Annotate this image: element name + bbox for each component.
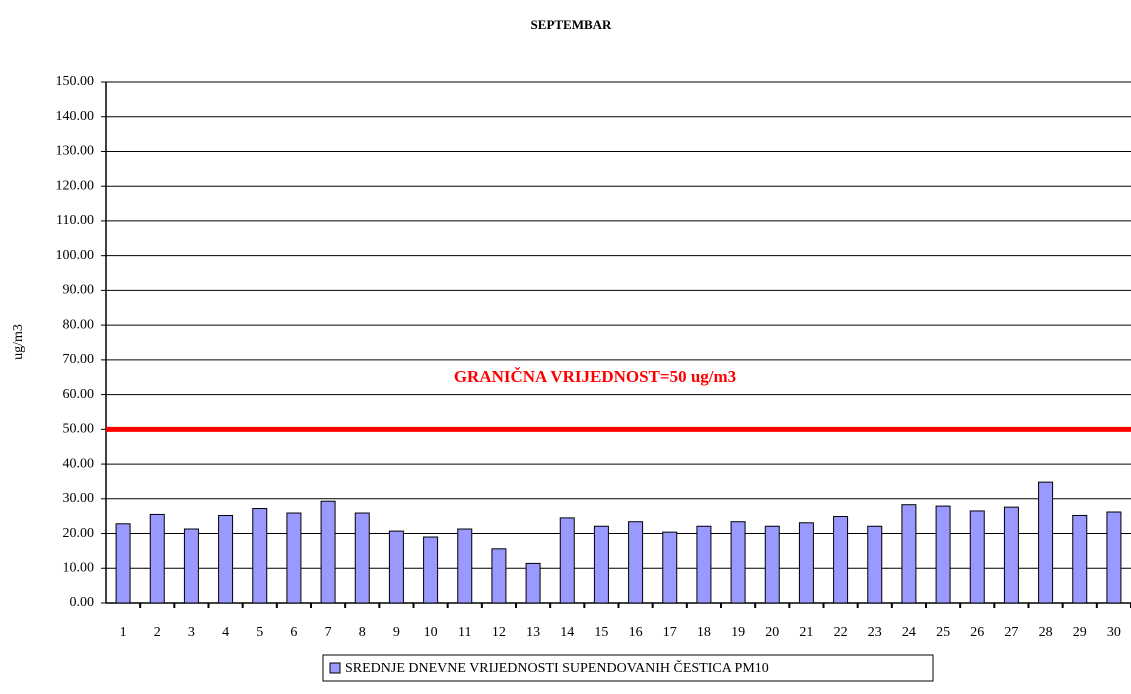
bar	[833, 516, 849, 604]
x-tick-label: 28	[1039, 625, 1053, 640]
y-tick-label: 140.00	[56, 109, 95, 124]
x-tick-label: 19	[731, 625, 745, 640]
bar	[388, 530, 404, 604]
bar	[252, 508, 268, 604]
bar	[1038, 481, 1054, 604]
bar	[218, 514, 234, 604]
x-tick-label: 10	[424, 625, 438, 640]
y-tick-label: 40.00	[63, 456, 95, 471]
x-tick-label: 25	[936, 625, 950, 640]
y-tick-label: 60.00	[63, 387, 95, 402]
bar	[320, 500, 336, 604]
bar	[423, 536, 439, 604]
y-tick-label: 0.00	[70, 595, 95, 610]
bar	[593, 525, 609, 604]
legend-box	[322, 654, 934, 682]
bar	[901, 504, 917, 604]
bar	[867, 525, 883, 604]
bar	[1072, 514, 1088, 604]
x-tick-label: 29	[1073, 625, 1087, 640]
bar	[1106, 511, 1122, 604]
bar	[696, 525, 712, 604]
x-tick-label: 30	[1107, 625, 1121, 640]
x-tick-label: 2	[154, 625, 161, 640]
bar	[491, 548, 507, 604]
y-tick-label: 80.00	[63, 317, 95, 332]
x-tick-label: 4	[222, 625, 229, 640]
y-axis-label: ug/m3	[11, 324, 26, 360]
y-tick-label: 10.00	[63, 560, 95, 575]
x-tick-label: 6	[290, 625, 297, 640]
x-tick-label: 27	[1004, 625, 1018, 640]
y-tick-label: 120.00	[56, 178, 95, 193]
y-tick-label: 50.00	[63, 422, 95, 437]
x-tick-label: 13	[526, 625, 540, 640]
bar	[286, 512, 302, 604]
x-tick-label: 22	[834, 625, 848, 640]
y-tick-label: 150.00	[56, 74, 95, 89]
x-tick-label: 23	[868, 625, 882, 640]
y-tick-label: 110.00	[56, 213, 94, 228]
legend-swatch	[329, 662, 341, 674]
y-tick-label: 20.00	[63, 526, 95, 541]
chart-title: SEPTEMBAR	[531, 17, 613, 32]
bar	[764, 525, 780, 604]
x-tick-label: 11	[458, 625, 471, 640]
bar	[628, 521, 644, 604]
bar	[559, 517, 575, 604]
bar	[115, 523, 131, 604]
bar	[354, 512, 370, 604]
bar	[662, 531, 678, 604]
x-tick-label: 3	[188, 625, 195, 640]
x-tick-label: 26	[970, 625, 984, 640]
y-tick-label: 100.00	[56, 248, 95, 263]
x-tick-label: 1	[120, 625, 127, 640]
x-tick-label: 18	[697, 625, 711, 640]
x-tick-label: 16	[629, 625, 643, 640]
x-tick-label: 8	[359, 625, 366, 640]
y-tick-label: 70.00	[63, 352, 95, 367]
bar	[935, 505, 951, 604]
bar	[149, 513, 165, 604]
x-tick-label: 24	[902, 625, 916, 640]
x-tick-label: 7	[325, 625, 332, 640]
bar	[457, 528, 473, 604]
bar	[969, 510, 985, 604]
y-tick-label: 30.00	[63, 491, 95, 506]
x-tick-label: 12	[492, 625, 506, 640]
bar	[1003, 506, 1019, 604]
bar	[525, 562, 541, 604]
x-tick-label: 17	[663, 625, 677, 640]
x-tick-label: 9	[393, 625, 400, 640]
bar	[798, 522, 814, 604]
x-tick-label: 14	[560, 625, 574, 640]
bar	[183, 528, 199, 604]
y-tick-label: 90.00	[63, 283, 95, 298]
x-tick-label: 5	[256, 625, 263, 640]
x-tick-label: 21	[799, 625, 813, 640]
legend-label: SREDNJE DNEVNE VRIJEDNOSTI SUPENDOVANIH …	[345, 659, 769, 676]
y-tick-label: 130.00	[56, 144, 95, 159]
x-tick-label: 20	[765, 625, 779, 640]
bar	[730, 521, 746, 604]
annotation: GRANIČNA VRIJEDNOST=50 ug/m3	[454, 367, 736, 386]
x-tick-label: 15	[594, 625, 608, 640]
